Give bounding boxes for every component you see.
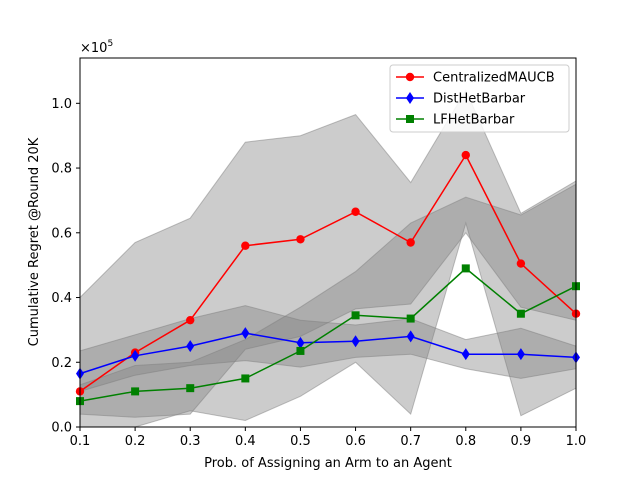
data-point-1-6 [406, 330, 415, 343]
x-tick-label: 0.2 [125, 434, 146, 449]
data-point-1-2 [186, 340, 195, 353]
legend-marker-2 [406, 115, 414, 123]
legend-box [389, 64, 570, 133]
data-point-0-3 [241, 241, 250, 250]
data-point-2-5 [351, 311, 360, 320]
x-tick-label: 1.0 [566, 434, 587, 449]
data-point-2-4 [296, 346, 305, 355]
data-point-1-7 [461, 348, 470, 361]
x-tick-label: 0.7 [400, 434, 421, 449]
x-tick-label: 0.8 [455, 434, 476, 449]
x-axis-ticks: 0.1 0.2 0.3 0.4 0.5 0.6 0.7 0.8 0.9 1.0 [70, 427, 587, 449]
x-tick-label: 0.6 [345, 434, 366, 449]
data-point-1-3 [241, 327, 250, 340]
legend-label-1: DistHetBarbar [433, 92, 526, 107]
data-point-0-8 [516, 259, 526, 268]
data-point-0-2 [186, 315, 195, 325]
y-axis-label: Cumulative Regret @Round 20K [27, 137, 42, 346]
offset-base: ×10 [80, 41, 107, 56]
data-point-1-5 [351, 335, 360, 348]
data-point-2-8 [516, 309, 525, 318]
confidence-bands [79, 89, 577, 428]
x-tick-label: 0.1 [70, 434, 91, 449]
plot-frame [79, 57, 577, 428]
y-tick-label: 0.8 [51, 162, 72, 177]
series-lines [79, 153, 577, 402]
data-point-2-7 [461, 264, 470, 273]
y-axis-ticks: 0.0 0.2 0.4 0.6 0.8 1.0 [51, 97, 80, 436]
y-tick-label: 1.0 [51, 97, 72, 112]
legend: CentralizedMAUCB DistHetBarbar LFHetBarbar [389, 64, 570, 133]
x-tick-label: 0.9 [511, 434, 532, 449]
offset-exponent: 5 [107, 39, 113, 49]
series-line-1 [79, 332, 577, 375]
y-tick-label: 0.4 [51, 291, 72, 306]
legend-marker-0 [405, 72, 415, 82]
data-point-2-1 [131, 387, 140, 396]
data-point-0-6 [406, 238, 415, 247]
data-point-1-4 [296, 336, 305, 349]
legend-label-2: LFHetBarbar [433, 113, 515, 128]
data-point-2-3 [241, 374, 250, 383]
series-markers [75, 150, 581, 406]
y-tick-label: 0.2 [51, 356, 72, 371]
y-tick-label: 0.6 [51, 226, 72, 241]
x-tick-label: 0.4 [235, 434, 256, 449]
series-line-2 [79, 267, 577, 402]
x-axis-label: Prob. of Assigning an Arm to an Agent [204, 456, 452, 471]
data-point-2-6 [406, 314, 415, 323]
series-line-0 [79, 153, 577, 393]
data-point-1-8 [516, 348, 525, 361]
data-point-0-4 [296, 235, 305, 244]
data-point-0-5 [351, 207, 360, 216]
offset-label: ×105 [80, 39, 113, 56]
data-point-0-7 [461, 150, 470, 160]
x-tick-label: 0.3 [180, 434, 201, 449]
data-point-1-1 [131, 349, 140, 362]
legend-label-0: CentralizedMAUCB [433, 71, 555, 86]
y-tick-label: 0.0 [51, 421, 72, 436]
legend-marker-1 [406, 92, 414, 104]
x-tick-label: 0.5 [290, 434, 311, 449]
data-point-2-2 [186, 384, 195, 393]
